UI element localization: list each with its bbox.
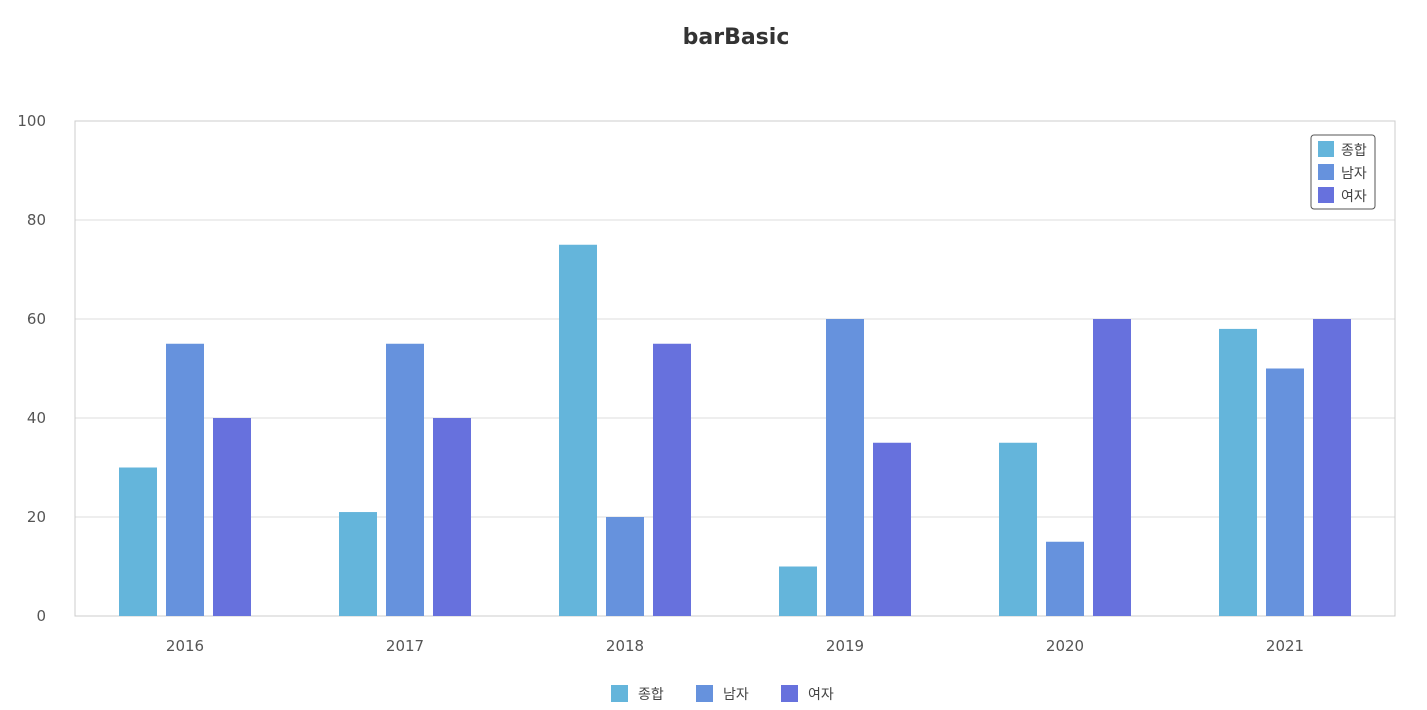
legend-label[interactable]: 여자 [808,687,834,703]
bar[interactable] [559,244,597,616]
y-tick-label: 60 [27,310,46,328]
x-tick-label: 2018 [606,637,644,655]
bar[interactable] [999,442,1037,616]
x-tick-label: 2017 [386,637,424,655]
y-tick-label: 80 [27,211,46,229]
legend-label[interactable]: 종합 [638,687,664,703]
legend-bottom[interactable]: 종합 남자 여자 [611,685,834,703]
chart-title: barBasic [683,25,790,50]
legend-swatch[interactable] [611,685,628,702]
legend-label: 남자 [1341,166,1367,182]
x-axis-ticks: 2016 2017 2018 2019 2020 2021 [166,637,1304,655]
bar[interactable] [119,467,157,617]
bar[interactable] [873,442,911,616]
y-tick-label: 0 [36,607,46,625]
bar[interactable] [826,319,864,616]
grid-lines [75,120,1395,617]
bar[interactable] [386,343,424,616]
y-tick-label: 100 [17,112,46,130]
legend-label: 종합 [1341,143,1367,159]
y-tick-label: 20 [27,508,46,526]
bar[interactable] [339,512,377,616]
legend-swatch [1318,187,1334,203]
bar[interactable] [1093,319,1131,616]
legend-swatch [1318,141,1334,157]
bar[interactable] [1266,368,1304,617]
bar[interactable] [1219,328,1257,616]
bar[interactable] [213,418,251,616]
x-tick-label: 2019 [826,637,864,655]
legend-label: 여자 [1341,189,1367,205]
y-tick-label: 40 [27,409,46,427]
bars [119,244,1351,617]
y-axis-ticks: 0 20 40 60 80 100 [17,112,46,625]
plot-frame [74,120,1396,617]
bar[interactable] [779,566,817,617]
x-tick-label: 2021 [1266,637,1304,655]
legend-label[interactable]: 남자 [723,687,749,703]
bar[interactable] [606,517,644,616]
bar[interactable] [1313,319,1351,616]
legend-swatch [1318,164,1334,180]
x-tick-label: 2016 [166,637,204,655]
legend-swatch[interactable] [696,685,713,702]
bar[interactable] [1046,541,1084,616]
bar[interactable] [653,343,691,616]
x-tick-label: 2020 [1046,637,1084,655]
legend-swatch[interactable] [781,685,798,702]
bar[interactable] [166,343,204,616]
bar[interactable] [433,418,471,616]
